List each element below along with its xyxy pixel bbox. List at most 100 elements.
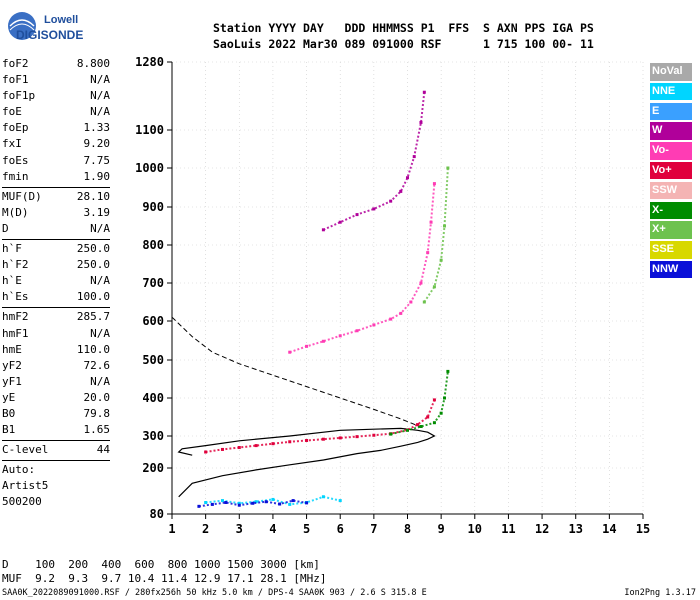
echo-trace (289, 183, 436, 354)
x-tick-label: 5 (303, 522, 310, 536)
param-key: foF2 (2, 57, 29, 70)
param-value: 9.20 (83, 137, 111, 151)
param-key: B1 (2, 423, 16, 437)
x-tick-label: 6 (337, 522, 344, 536)
param-value: 28.10 (76, 189, 110, 203)
echo-point (432, 398, 436, 402)
ionogram-chart: 1 2 3 4 5 6 7 8 9 10 11 12 13 14 158020030040050060070… (135, 55, 650, 536)
echo-point (321, 228, 325, 232)
param-value: 1.33 (83, 121, 111, 135)
param-key: hmF1 (2, 326, 29, 340)
param-value: 250.0 (76, 258, 110, 272)
x-tick-label: 13 (568, 522, 582, 536)
divider (2, 460, 110, 462)
param-value: 100.0 (76, 290, 110, 304)
echo-trace (205, 399, 436, 453)
globe-icon (8, 12, 36, 40)
y-tick-label: 200 (142, 461, 164, 475)
param-key: foF1p (2, 89, 36, 103)
echo-point (419, 120, 423, 124)
legend-label: NNW (652, 262, 679, 275)
param-key: foF1 (2, 73, 29, 87)
echo-point (224, 501, 228, 504)
param-key: yE (2, 390, 16, 404)
echo-point (426, 415, 430, 419)
param-value: N/A (90, 89, 110, 103)
x-tick-label: 14 (602, 522, 616, 536)
legend-item: Vo+ (650, 161, 692, 180)
y-tick-label: 400 (142, 391, 164, 405)
y-tick-label: 500 (142, 353, 164, 367)
param-key: yF2 (2, 358, 22, 372)
echo-point (288, 350, 292, 354)
y-tick-label: 700 (142, 276, 164, 290)
echo-point (338, 436, 342, 440)
y-tick-label: 80 (150, 507, 164, 521)
echo-point (321, 339, 325, 343)
legend-label: W (652, 124, 663, 137)
x-tick-label: 4 (269, 522, 276, 536)
param-value: 44 (96, 443, 110, 457)
divider (2, 239, 110, 241)
x-tick-label: 15 (636, 522, 650, 536)
param-key: D (2, 221, 9, 235)
legend-item: NNW (650, 260, 692, 279)
auto-code: 500200 (2, 495, 42, 509)
x-tick-label: 10 (468, 522, 482, 536)
param-value: N/A (90, 73, 110, 87)
x-tick-label: 1 (168, 522, 175, 536)
echo-point (271, 442, 275, 446)
divider (2, 440, 110, 442)
param-value: 1.90 (83, 169, 111, 183)
echo-point (446, 369, 450, 373)
param-key: h`F2 (2, 258, 29, 272)
x-tick-label: 11 (501, 522, 515, 536)
echo-trace (322, 92, 426, 231)
muf-row: MUF 9.2 9.3 9.7 10.4 11.4 12.9 17.1 28.1… (2, 572, 327, 585)
param-value: N/A (90, 374, 110, 388)
echo-point (237, 501, 241, 505)
echo-point (321, 437, 325, 441)
density-profile-solid (177, 427, 436, 498)
logo-text-top: Lowell (44, 14, 79, 26)
param-value: N/A (90, 105, 110, 119)
param-key: M(D) (2, 205, 29, 219)
param-value: N/A (90, 326, 110, 340)
echo-point (446, 166, 450, 170)
echo-point (416, 423, 420, 427)
echo-point (406, 176, 409, 180)
x-tick-label: 2 (202, 522, 209, 536)
divider (2, 307, 110, 309)
echo-point (389, 317, 393, 321)
legend-item: SSW (650, 181, 692, 200)
digisonde-logo: Lowell DIGISONDE (4, 6, 114, 46)
x-tick-label: 7 (370, 522, 377, 536)
param-value: 1.65 (83, 423, 111, 437)
legend-label: X+ (652, 223, 666, 236)
param-value: 110.0 (76, 342, 110, 356)
y-tick-label: 800 (142, 238, 164, 252)
echo-point (254, 500, 258, 504)
y-tick-label: 1100 (135, 123, 164, 137)
echo-point (291, 499, 295, 503)
param-key: foEp (2, 121, 29, 135)
echo-point (355, 329, 359, 333)
logo-text-bottom: DIGISONDE (16, 28, 84, 42)
echo-point (372, 207, 376, 211)
x-tick-label: 8 (404, 522, 411, 536)
legend-label: X- (652, 203, 663, 216)
legend-item: NoVal (650, 63, 692, 81)
param-value: 7.75 (83, 153, 111, 167)
echo-point (399, 189, 403, 193)
param-key: C-level (2, 443, 49, 457)
legend-item: SSE (650, 241, 692, 259)
y-tick-label: 600 (142, 314, 164, 328)
legend-label: NNE (652, 84, 676, 97)
param-value: 3.19 (83, 205, 111, 219)
legend-item: E (650, 102, 692, 121)
divider (2, 186, 110, 188)
param-key: hmE (2, 342, 22, 356)
legend-label: SSW (652, 183, 678, 196)
echo-point (338, 499, 342, 503)
distance-row: D 100 200 400 600 800 1000 1500 3000 [km… (2, 558, 320, 571)
